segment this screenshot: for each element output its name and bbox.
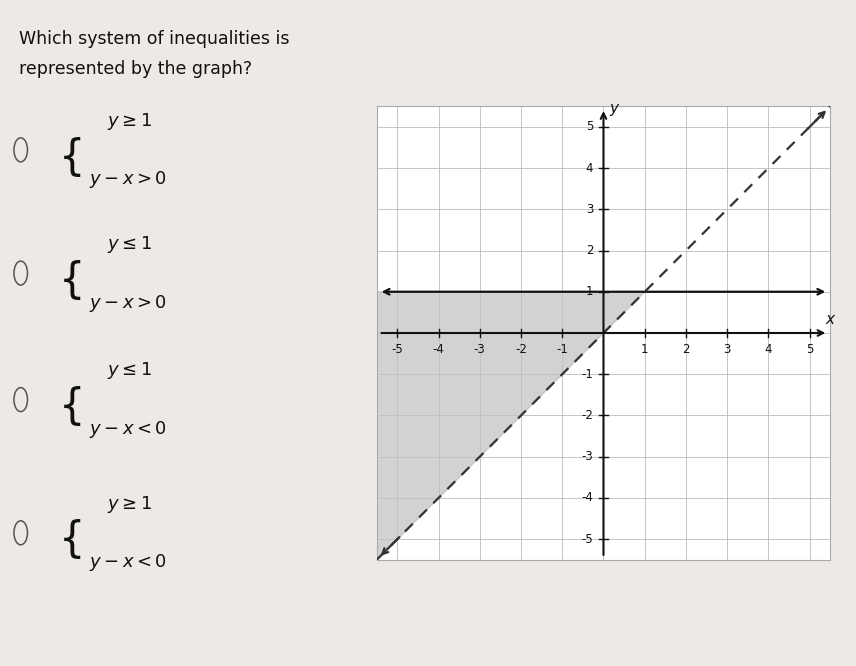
Text: 4: 4: [764, 343, 772, 356]
Text: y: y: [609, 101, 619, 116]
Text: represented by the graph?: represented by the graph?: [19, 60, 252, 78]
Text: 1: 1: [586, 285, 593, 298]
Text: $y \geq 1$: $y \geq 1$: [107, 494, 152, 515]
Text: $y - x > 0$: $y - x > 0$: [88, 292, 167, 314]
Polygon shape: [377, 292, 645, 560]
Text: 3: 3: [723, 343, 731, 356]
Text: 2: 2: [586, 244, 593, 257]
Text: -2: -2: [515, 343, 527, 356]
Text: 2: 2: [682, 343, 690, 356]
Text: -4: -4: [432, 343, 444, 356]
Text: $\{$: $\{$: [58, 384, 81, 428]
Text: -5: -5: [391, 343, 403, 356]
Text: -2: -2: [581, 409, 593, 422]
Text: $y - x > 0$: $y - x > 0$: [88, 169, 167, 190]
Text: $\{$: $\{$: [58, 135, 81, 178]
Text: $\{$: $\{$: [58, 258, 81, 302]
Text: $y - x < 0$: $y - x < 0$: [88, 552, 167, 573]
Text: x: x: [826, 312, 835, 327]
Text: -3: -3: [581, 450, 593, 464]
Text: $\{$: $\{$: [58, 517, 81, 561]
Text: Which system of inequalities is: Which system of inequalities is: [19, 30, 289, 48]
Text: 5: 5: [586, 121, 593, 133]
Text: 5: 5: [806, 343, 813, 356]
Text: $y - x < 0$: $y - x < 0$: [88, 419, 167, 440]
Text: $y \leq 1$: $y \leq 1$: [107, 234, 152, 255]
Text: -4: -4: [581, 492, 593, 504]
Text: 4: 4: [586, 162, 593, 174]
Text: -5: -5: [581, 533, 593, 545]
Text: 1: 1: [641, 343, 649, 356]
Text: $y \leq 1$: $y \leq 1$: [107, 360, 152, 382]
Text: -1: -1: [581, 368, 593, 381]
Text: 3: 3: [586, 202, 593, 216]
Text: -3: -3: [474, 343, 485, 356]
Text: $y \geq 1$: $y \geq 1$: [107, 111, 152, 132]
Text: -1: -1: [556, 343, 568, 356]
